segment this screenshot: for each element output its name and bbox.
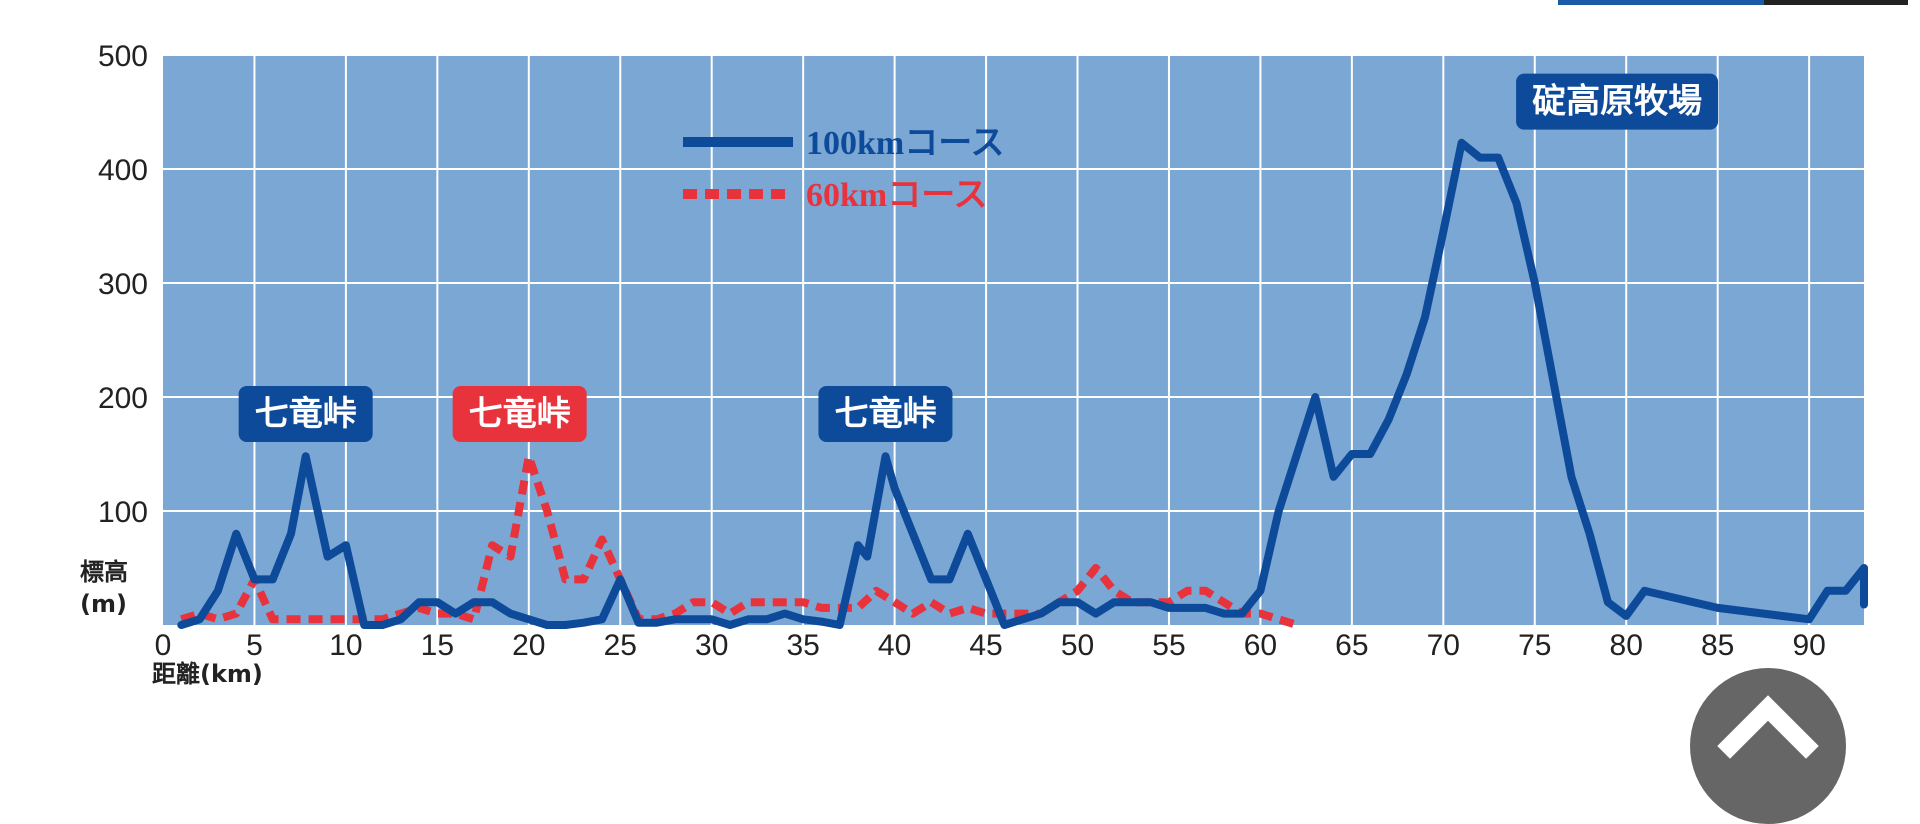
elevation-chart: 100 200 300 400 500 0 5 10 15 20 25 30 35 40 45 50 55 60 6… — [80, 40, 1868, 688]
y-axis-title: 標高 — [80, 558, 128, 586]
annotation-tag: 七竜峠 — [238, 385, 373, 442]
x-axis-title: 距離(km) — [152, 660, 263, 688]
grid-lines — [163, 54, 1864, 625]
axis-titles: 距離(km) 標高 (m) — [80, 558, 263, 688]
x-tick-label: 60 — [1244, 629, 1277, 662]
annotation-tag: 碇高原牧場 — [1516, 73, 1719, 130]
x-tick-label: 65 — [1335, 629, 1368, 662]
x-tick-label: 40 — [878, 629, 911, 662]
legend-label: 60kmコース — [806, 177, 988, 214]
annotation-box — [818, 385, 953, 442]
y-tick-label: 500 — [98, 40, 148, 73]
annotation-box — [238, 385, 373, 442]
annotation-label: 七竜峠 — [834, 394, 936, 434]
x-tick-label: 90 — [1792, 629, 1825, 662]
x-tick-label: 45 — [969, 629, 1002, 662]
x-tick-label: 10 — [329, 629, 362, 662]
x-tick-label: 30 — [695, 629, 728, 662]
y-tick-label: 200 — [98, 382, 148, 415]
x-tick-label: 75 — [1518, 629, 1551, 662]
top-bar-accent-blue — [1558, 0, 1764, 5]
series-line-60km — [180, 452, 1299, 629]
x-tick-label: 35 — [786, 629, 819, 662]
annotations: 七竜峠 七竜峠 七竜峠 碇高原牧場 — [238, 73, 1719, 442]
annotation-tag: 七竜峠 — [818, 385, 953, 442]
y-tick-label: 400 — [98, 154, 148, 187]
annotation-label: 七竜峠 — [469, 394, 571, 434]
x-tick-label: 15 — [421, 629, 454, 662]
x-tick-label: 55 — [1152, 629, 1185, 662]
legend: 100kmコース 60kmコース — [683, 125, 1005, 214]
y-tick-label: 100 — [98, 496, 148, 529]
y-axis-title: (m) — [80, 590, 127, 618]
x-tick-label: 70 — [1427, 629, 1460, 662]
axis-ticks: 100 200 300 400 500 0 5 10 15 20 25 30 35 40 45 50 55 60 6… — [98, 40, 1826, 662]
annotation-box — [1516, 73, 1719, 130]
series-lines — [177, 138, 1868, 629]
back-to-top-button[interactable] — [1690, 668, 1846, 824]
x-tick-label: 0 — [155, 629, 172, 662]
x-tick-label: 25 — [604, 629, 637, 662]
series-line-100km — [177, 138, 1868, 629]
x-tick-label: 85 — [1701, 629, 1734, 662]
top-bar-accent-dark — [1764, 0, 1908, 5]
x-tick-label: 20 — [512, 629, 545, 662]
chevron-up-icon — [1717, 695, 1819, 759]
x-tick-label: 50 — [1061, 629, 1094, 662]
legend-label: 100kmコース — [806, 125, 1005, 162]
annotation-box — [452, 385, 587, 442]
annotation-label: 七竜峠 — [255, 394, 357, 434]
y-tick-label: 300 — [98, 268, 148, 301]
annotation-tag: 七竜峠 — [452, 385, 587, 442]
x-tick-label: 5 — [246, 629, 263, 662]
plot-area — [163, 55, 1864, 625]
x-tick-label: 80 — [1610, 629, 1643, 662]
annotation-label: 碇高原牧場 — [1532, 82, 1702, 122]
